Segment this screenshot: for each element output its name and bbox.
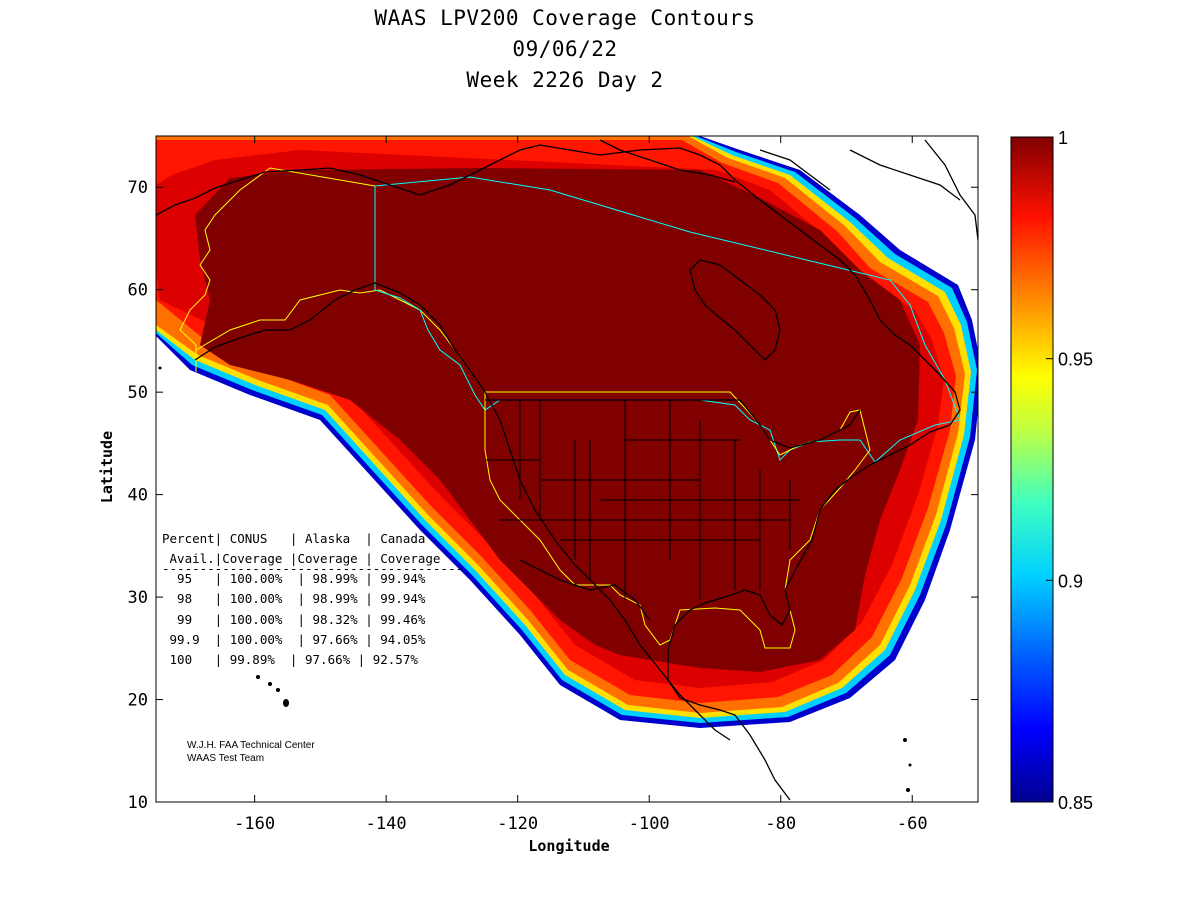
x-axis: -160 -140 -120 -100 -80 -60 [234, 136, 928, 834]
x-tick-label: -60 [897, 814, 928, 834]
y-tick-label: 60 [128, 281, 148, 301]
contour-band-full [195, 168, 920, 672]
y-tick-label: 30 [128, 588, 148, 608]
y-tick-label: 40 [128, 486, 148, 506]
x-tick-label: -160 [234, 814, 275, 834]
coverage-stats-table: Percent| CONUS | Alaska | Canada Avail.|… [162, 531, 463, 667]
colorbar-gradient [1010, 136, 1054, 803]
stats-row: 99 | 100.00% | 98.32% | 99.46% [162, 612, 426, 627]
colorbar-tick-label: 1 [1058, 128, 1068, 148]
map-outlines [156, 139, 978, 801]
greenland-coast [924, 139, 978, 241]
coverage-contours [156, 136, 978, 728]
y-tick-label: 50 [128, 383, 148, 403]
colorbar-tick-label: 0.9 [1058, 571, 1083, 591]
y-tick-label: 70 [128, 178, 148, 198]
arctic-islands [599, 139, 961, 201]
x-tick-label: -120 [497, 814, 538, 834]
stats-separator: ---------------------------------------- [162, 561, 463, 576]
plot-area [156, 136, 978, 802]
x-tick-label: -100 [629, 814, 670, 834]
alaska-service-boundary [195, 289, 463, 372]
y-axis-label: Latitude [98, 431, 116, 503]
stats-header-1: Percent| CONUS | Alaska | Canada [162, 531, 425, 546]
y-tick-label: 10 [128, 793, 148, 813]
us-mexico-border [519, 559, 651, 621]
us-canada-border [485, 399, 861, 449]
x-axis-label: Longitude [528, 837, 609, 855]
stats-row: 95 | 100.00% | 98.99% | 99.94% [162, 571, 426, 586]
stats-header-2: Avail.|Coverage |Coverage | Coverage [162, 551, 440, 566]
x-tick-label: -80 [765, 814, 796, 834]
north-america-coastline [156, 144, 961, 801]
stats-row: 100 | 99.89% | 97.66% | 92.57% [162, 652, 418, 667]
chart-date: 09/06/22 [512, 37, 618, 61]
plot-frame [155, 135, 979, 803]
colorbar-tick-label: 0.95 [1058, 350, 1093, 370]
credit-line-2: WAAS Test Team [187, 753, 264, 764]
stats-row: 98 | 100.00% | 98.99% | 99.94% [162, 591, 426, 606]
credit-line-1: W.J.H. FAA Technical Center [187, 740, 315, 751]
chart-week-day: Week 2226 Day 2 [466, 68, 664, 92]
chart-title: WAAS LPV200 Coverage Contours [374, 6, 756, 30]
hudson-bay [689, 259, 781, 361]
y-tick-label: 20 [128, 691, 148, 711]
y-axis: 10 20 30 40 50 60 70 [128, 178, 978, 813]
colorbar: 0.85 0.9 0.95 1 [1010, 128, 1093, 813]
state-boundaries [485, 400, 800, 600]
x-tick-label: -140 [366, 814, 407, 834]
stats-row: 99.9 | 100.00% | 97.66% | 94.05% [162, 632, 426, 647]
islands [158, 366, 912, 792]
colorbar-tick-label: 0.85 [1058, 793, 1093, 813]
